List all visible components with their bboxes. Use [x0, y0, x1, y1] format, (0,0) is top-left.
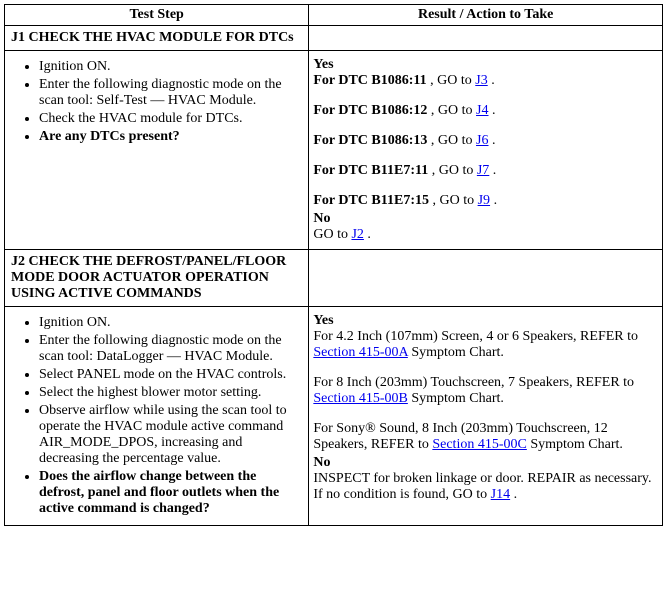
list-item: Check the HVAC module for DTCs.	[39, 111, 304, 127]
j2-title: J2 CHECK THE DEFROST/PANEL/FLOOR MODE DO…	[5, 250, 309, 307]
list-item: Enter the following diagnostic mode on t…	[39, 77, 304, 109]
j1-steps-cell: Ignition ON. Enter the following diagnost…	[5, 51, 309, 250]
result-line: For Sony® Sound, 8 Inch (203mm) Touchscr…	[313, 421, 658, 453]
j2-no-label: No	[313, 455, 330, 470]
result-line: For DTC B1086:11 , GO to J3 .	[313, 73, 658, 89]
result-line: For 8 Inch (203mm) Touchscreen, 7 Speake…	[313, 375, 658, 407]
j2-yes-label: Yes	[313, 313, 333, 328]
goto-link[interactable]: J6	[476, 133, 488, 148]
list-item: Does the airflow change between the defr…	[39, 469, 304, 517]
goto-link[interactable]: J7	[477, 163, 489, 178]
j2-steps-list: Ignition ON. Enter the following diagnost…	[9, 315, 304, 517]
result-line: For DTC B11E7:11 , GO to J7 .	[313, 163, 658, 179]
section-link[interactable]: Section 415-00B	[313, 391, 408, 406]
j1-title: J1 CHECK THE HVAC MODULE FOR DTCs	[5, 26, 309, 51]
j1-no-label: No	[313, 211, 330, 226]
header-test-step: Test Step	[5, 5, 309, 26]
j1-no-pre: GO to	[313, 227, 351, 242]
j1-no-post: .	[364, 227, 371, 242]
goto-link[interactable]: J3	[475, 73, 487, 88]
j2-steps-cell: Ignition ON. Enter the following diagnost…	[5, 307, 309, 526]
j2-no-pre: INSPECT for broken linkage or door. REPA…	[313, 471, 651, 502]
j1-title-blank	[309, 26, 663, 51]
header-result: Result / Action to Take	[309, 5, 663, 26]
list-item: Ignition ON.	[39, 315, 304, 331]
section-link[interactable]: Section 415-00C	[432, 437, 527, 452]
result-line: For 4.2 Inch (107mm) Screen, 4 or 6 Spea…	[313, 329, 658, 361]
j1-no-link[interactable]: J2	[351, 227, 363, 242]
result-line: For DTC B1086:13 , GO to J6 .	[313, 133, 658, 149]
goto-link[interactable]: J4	[476, 103, 488, 118]
j2-title-blank	[309, 250, 663, 307]
list-item: Observe airflow while using the scan too…	[39, 403, 304, 467]
result-line: For DTC B11E7:15 , GO to J9 .	[313, 193, 658, 209]
j2-no-post: .	[510, 487, 517, 502]
result-line: For DTC B1086:12 , GO to J4 .	[313, 103, 658, 119]
j2-no-link[interactable]: J14	[491, 487, 510, 502]
list-item: Are any DTCs present?	[39, 129, 304, 145]
section-link[interactable]: Section 415-00A	[313, 345, 408, 360]
j1-steps-list: Ignition ON. Enter the following diagnost…	[9, 59, 304, 145]
list-item: Enter the following diagnostic mode on t…	[39, 333, 304, 365]
list-item: Select the highest blower motor setting.	[39, 385, 304, 401]
list-item: Ignition ON.	[39, 59, 304, 75]
list-item: Select PANEL mode on the HVAC controls.	[39, 367, 304, 383]
diagnostic-table: Test Step Result / Action to Take J1 CHE…	[4, 4, 663, 526]
goto-link[interactable]: J9	[478, 193, 490, 208]
j1-result-cell: Yes For DTC B1086:11 , GO to J3 . For DTC…	[309, 51, 663, 250]
j1-yes-label: Yes	[313, 57, 333, 72]
j2-result-cell: Yes For 4.2 Inch (107mm) Screen, 4 or 6 …	[309, 307, 663, 526]
